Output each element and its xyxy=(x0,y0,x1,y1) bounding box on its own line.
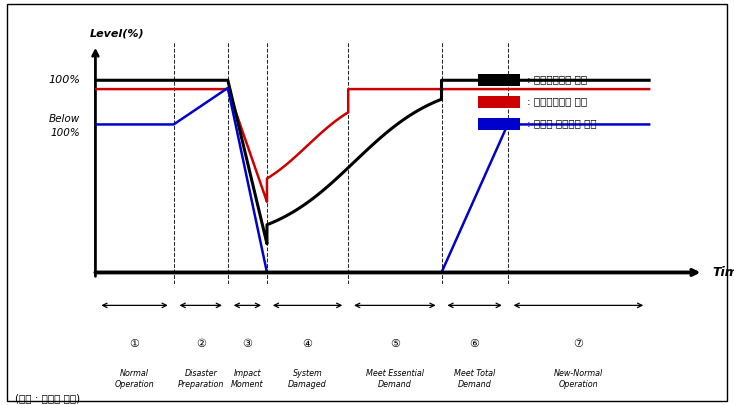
Text: 100%: 100% xyxy=(51,128,81,138)
Text: Meet Essential
Demand: Meet Essential Demand xyxy=(366,369,424,389)
FancyBboxPatch shape xyxy=(478,74,520,86)
Text: Time: Time xyxy=(712,266,734,279)
Text: ④: ④ xyxy=(302,339,313,349)
Text: : 시스템 대응능력 수준: : 시스템 대응능력 수준 xyxy=(527,118,597,128)
Text: Level(%): Level(%) xyxy=(90,28,144,38)
FancyBboxPatch shape xyxy=(478,118,520,130)
Text: ①: ① xyxy=(129,339,139,349)
Text: : 전체수급균형 수준: : 전체수급균형 수준 xyxy=(527,74,587,84)
Text: ⑤: ⑤ xyxy=(390,339,400,349)
Text: 100%: 100% xyxy=(48,75,81,85)
Text: ⑦: ⑦ xyxy=(573,339,584,349)
Text: System
Damaged: System Damaged xyxy=(288,369,327,389)
Text: Normal
Operation: Normal Operation xyxy=(115,369,154,389)
Text: : 필수수급균형 수준: : 필수수급균형 수준 xyxy=(527,96,587,106)
Text: ⑥: ⑥ xyxy=(470,339,479,349)
Text: Meet Total
Demand: Meet Total Demand xyxy=(454,369,495,389)
Text: New-Normal
Operation: New-Normal Operation xyxy=(554,369,603,389)
Text: Below: Below xyxy=(49,114,81,124)
Text: (출처 : 연구진 작성): (출처 : 연구진 작성) xyxy=(15,393,80,403)
Text: ③: ③ xyxy=(242,339,252,349)
Text: Impact
Moment: Impact Moment xyxy=(231,369,264,389)
FancyBboxPatch shape xyxy=(478,96,520,108)
Text: Disaster
Preparation: Disaster Preparation xyxy=(178,369,224,389)
Text: ②: ② xyxy=(196,339,206,349)
